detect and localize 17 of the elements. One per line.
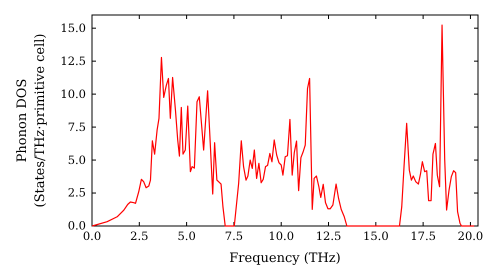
y-tick-label: 10.0 — [60, 86, 86, 101]
x-tick-label: 17.5 — [410, 229, 436, 244]
y-tick-label: 12.5 — [60, 54, 86, 68]
line-series — [92, 24, 475, 227]
y-tick-label: 7.5 — [68, 120, 86, 134]
x-tick-label: 2.5 — [130, 229, 148, 244]
x-tick-label: 5.0 — [177, 229, 196, 244]
x-tick-label: 12.5 — [316, 229, 342, 244]
x-tick-label: 7.5 — [224, 229, 244, 244]
x-tick-label: 15.0 — [363, 229, 389, 244]
y-tick-label: 5.0 — [68, 152, 86, 167]
y-tick-label: 2.5 — [68, 186, 86, 200]
y-tick-label: 15.0 — [60, 20, 86, 35]
x-axis-title: Frequency (THz) — [229, 251, 341, 266]
y-axis-title: Phonon DOS (States/THz·primitive cell) — [15, 33, 48, 208]
x-tick-label: 10.0 — [268, 229, 294, 244]
x-tick-label: 20.0 — [458, 229, 484, 244]
